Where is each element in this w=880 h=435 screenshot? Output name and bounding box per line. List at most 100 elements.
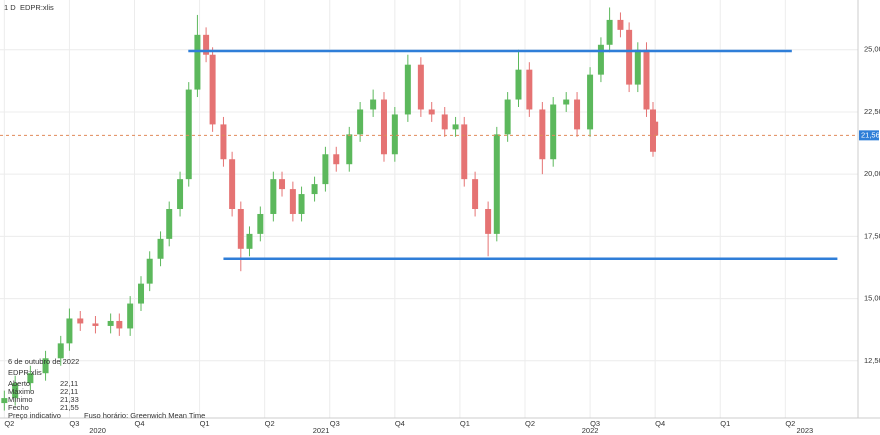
info-value: 21,33	[60, 395, 79, 404]
candle-body	[652, 121, 659, 136]
candle-body	[157, 238, 164, 259]
candle-body	[617, 19, 624, 30]
candle-body	[220, 124, 227, 160]
x-tick-label: Q3	[330, 419, 340, 428]
candle-body	[203, 34, 210, 55]
info-value: 21,55	[60, 403, 79, 412]
candle-body	[526, 69, 533, 110]
candle-body	[417, 64, 424, 110]
x-tick-label: Q1	[200, 419, 210, 428]
candle-body	[279, 179, 286, 190]
info-value: 22,11	[60, 387, 78, 396]
candle-body	[311, 184, 318, 195]
candle-body	[370, 99, 377, 110]
y-tick-label: 15,00	[864, 294, 880, 303]
candle-body	[66, 318, 73, 344]
candle-body	[185, 89, 192, 180]
candle-body	[606, 19, 613, 45]
candle-body	[515, 69, 522, 100]
info-field: Fecho	[8, 403, 29, 412]
info-field: Máximo	[8, 387, 34, 396]
last-price-label: 21,56	[861, 130, 880, 139]
candle-body	[209, 54, 216, 125]
info-value: 22,11	[60, 379, 78, 388]
candle-body	[441, 114, 448, 130]
info-box: 6 de outubro de 2022 EDPR:xlis Preço ind…	[8, 357, 205, 420]
candle-body	[270, 179, 277, 214]
year-label: 2022	[582, 426, 599, 435]
candle-body	[42, 358, 49, 374]
y-tick-label: 12,50	[864, 356, 880, 365]
info-field: Mínimo	[8, 395, 33, 404]
x-tick-label: Q3	[590, 419, 600, 428]
candle-body	[634, 49, 641, 85]
candle-body	[380, 99, 387, 155]
candle-body	[587, 74, 594, 130]
candle-body	[493, 134, 500, 234]
candle-body	[597, 44, 604, 75]
x-tick-label: Q4	[655, 419, 665, 428]
y-tick-label: 20,00	[864, 169, 880, 178]
candle-body	[289, 189, 296, 214]
candle-body	[574, 99, 581, 130]
symbol: EDPR:xlis	[20, 3, 54, 12]
candle-body	[166, 209, 173, 239]
candle-body	[504, 99, 511, 135]
candle-body	[57, 343, 64, 359]
candle-body	[643, 49, 650, 110]
info-field: Aberto	[8, 379, 30, 388]
candle-body	[404, 64, 411, 115]
candle-body	[194, 34, 201, 90]
candle-body	[298, 194, 305, 214]
candle-body	[452, 124, 459, 130]
candle-body	[146, 258, 153, 284]
candle-body	[626, 29, 633, 85]
last-price-box	[859, 130, 879, 141]
year-label: 2021	[313, 426, 330, 435]
candle-body	[107, 320, 114, 326]
candle-body	[12, 383, 19, 399]
candle-body	[539, 109, 546, 160]
x-tick-label: Q1	[460, 419, 470, 428]
candle-body	[550, 104, 557, 160]
candle-body	[229, 159, 236, 209]
candle-body	[138, 283, 145, 304]
candle-body	[246, 233, 253, 249]
candle-body	[391, 114, 398, 155]
x-tick-label: Q4	[395, 419, 405, 428]
x-tick-label: Q1	[720, 419, 730, 428]
candle-body	[346, 134, 353, 165]
candle-body	[563, 99, 570, 105]
info-footer: Preço indicativo	[8, 411, 61, 420]
candle-body	[322, 154, 329, 185]
candle-body	[116, 320, 123, 329]
y-tick-label: 22,50	[864, 107, 880, 116]
year-label: 2023	[797, 426, 814, 435]
candle-body	[461, 124, 468, 180]
year-label: 2020	[89, 426, 106, 435]
candle-body	[1, 398, 8, 404]
y-tick-label: 17,50	[864, 231, 880, 240]
x-tick-label: Q3	[69, 419, 79, 428]
x-tick-label: Q2	[4, 419, 14, 428]
info-symbol: EDPR:xlis	[8, 368, 42, 377]
interval: 1 D	[4, 3, 16, 12]
candle-body	[77, 318, 84, 324]
candle-body	[27, 373, 34, 384]
x-tick-label: Q2	[525, 419, 535, 428]
x-tick-label: Q4	[135, 419, 145, 428]
candle-body	[127, 303, 134, 329]
info-date: 6 de outubro de 2022	[8, 357, 79, 366]
candle-body	[237, 209, 244, 249]
y-tick-label: 25,00	[864, 45, 880, 54]
info-timezone: Fuso horário: Greenwich Mean Time	[84, 411, 205, 420]
candle-body	[92, 323, 99, 326]
candle-body	[357, 109, 364, 135]
x-tick-label: Q2	[785, 419, 795, 428]
candle-body	[472, 179, 479, 209]
candle-body	[485, 209, 492, 234]
candle-body	[257, 213, 264, 234]
candle-body	[428, 109, 435, 115]
